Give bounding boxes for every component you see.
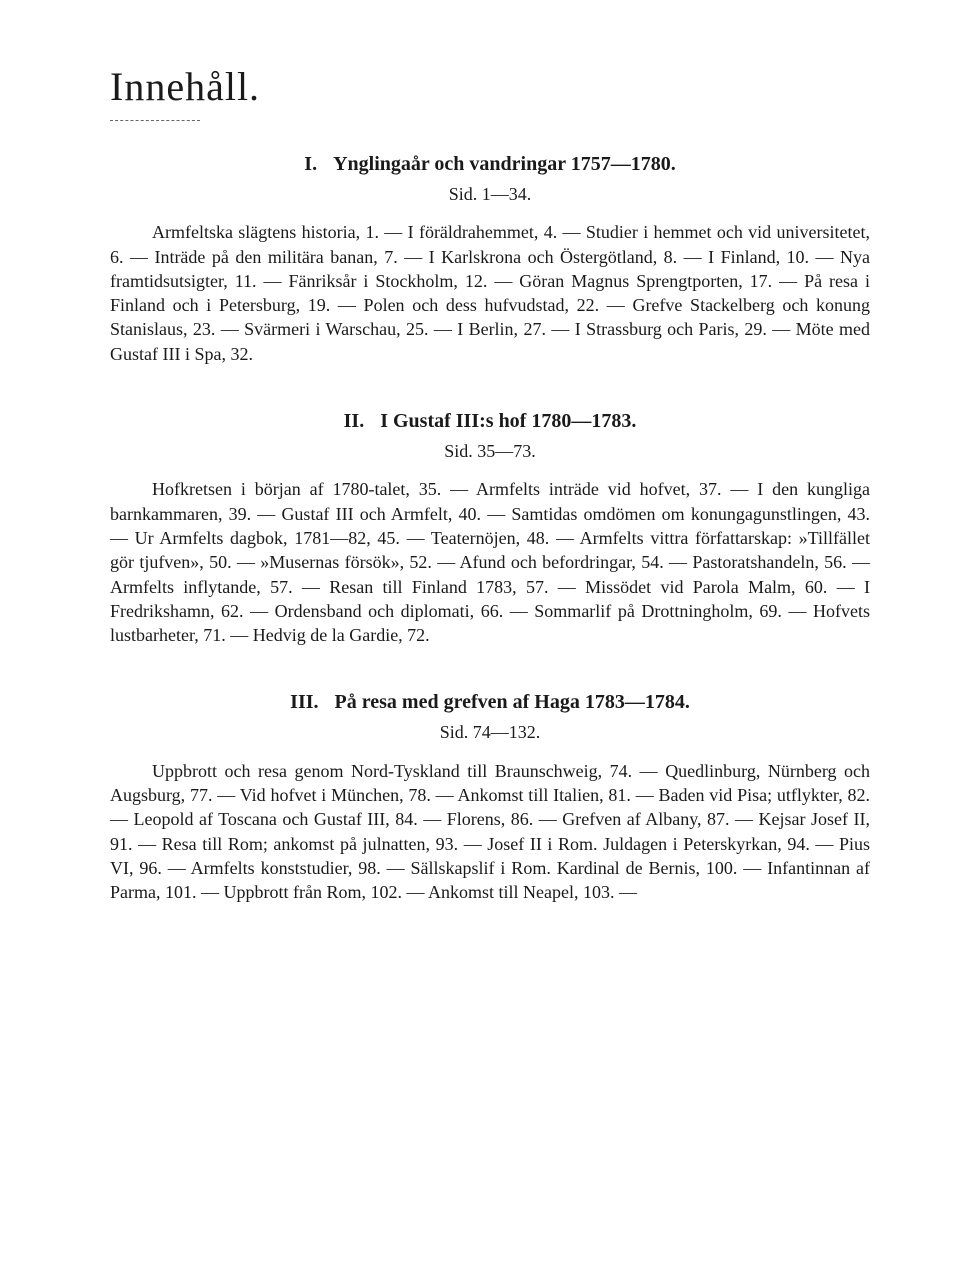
- section-3-pagerange: Sid. 74—132.: [110, 720, 870, 744]
- document-page: Innehåll. I. Ynglingaår och vandringar 1…: [0, 0, 960, 1267]
- section-1-body: Armfeltska slägtens historia, 1. — I för…: [110, 220, 870, 366]
- title-underline: [110, 120, 200, 121]
- section-1-number: I.: [304, 153, 317, 175]
- section-3-heading: III. På resa med grefven af Haga 1783—17…: [110, 689, 870, 716]
- section-2-pagerange: Sid. 35—73.: [110, 439, 870, 463]
- section-2-number: II.: [344, 410, 365, 432]
- section-2-body: Hofkretsen i början af 1780-talet, 35. —…: [110, 477, 870, 647]
- section-3-number: III.: [290, 691, 318, 713]
- section-1-pagerange: Sid. 1—34.: [110, 182, 870, 206]
- section-2-title: I Gustaf III:s hof 1780—1783.: [380, 410, 636, 432]
- section-2: II. I Gustaf III:s hof 1780—1783. Sid. 3…: [110, 408, 870, 647]
- section-3: III. På resa med grefven af Haga 1783—17…: [110, 689, 870, 904]
- section-1-title: Ynglingaår och vandringar 1757—1780.: [333, 153, 676, 175]
- section-1-heading: I. Ynglingaår och vandringar 1757—1780.: [110, 151, 870, 178]
- section-2-heading: II. I Gustaf III:s hof 1780—1783.: [110, 408, 870, 435]
- section-3-title: På resa med grefven af Haga 1783—1784.: [335, 691, 690, 713]
- section-1: I. Ynglingaår och vandringar 1757—1780. …: [110, 151, 870, 366]
- page-title: Innehåll.: [110, 60, 870, 114]
- section-3-body: Uppbrott och resa genom Nord-Tyskland ti…: [110, 759, 870, 905]
